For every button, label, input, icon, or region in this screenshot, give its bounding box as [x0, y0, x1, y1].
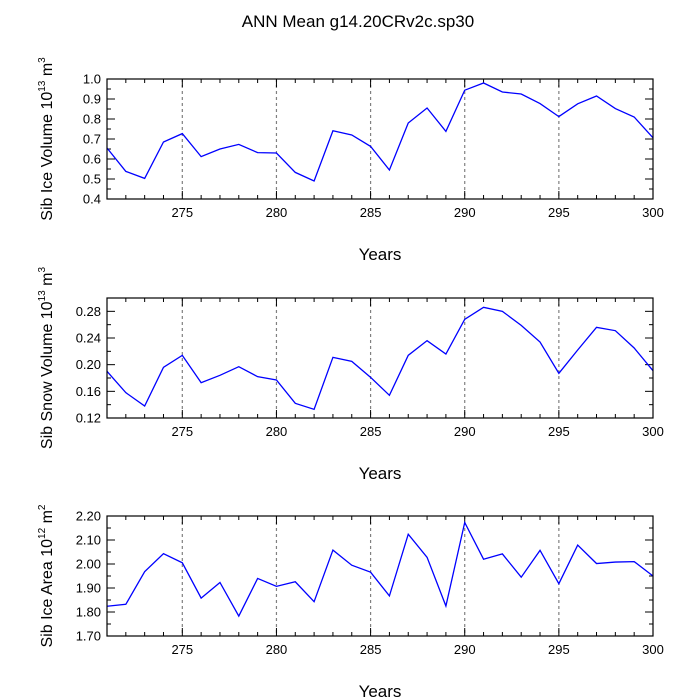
y-tick-label: 0.16 [76, 384, 101, 399]
y-tick-label: 1.90 [76, 581, 101, 596]
y-tick-label: 0.9 [83, 92, 101, 107]
plot-frame [106, 297, 654, 419]
series-line [106, 82, 654, 182]
x-axis-label: Years [359, 682, 402, 698]
y-tick-label: 0.8 [83, 112, 101, 127]
x-tick-label: 275 [171, 424, 193, 439]
x-tick-label: 280 [266, 205, 288, 220]
y-tick-label: 1.70 [76, 629, 101, 644]
panel-2: 275 280 285 290 295 300 0.12 0.16 0.20 0.24 0.28 Ye… [37, 267, 664, 484]
panel-1: 275 280 285 290 295 300 0.4 0.5 0.6 0.7 0.8 0.9 1.0 Y… [37, 57, 664, 264]
x-tick-label: 295 [548, 424, 570, 439]
y-tick-label: 1.80 [76, 605, 101, 620]
y-tick-label: 2.00 [76, 557, 101, 572]
panel-3: 275 280 285 290 295 300 1.70 1.80 1.90 2.00 2.10 2.… [37, 504, 664, 698]
x-tick-label: 285 [360, 205, 382, 220]
x-tick-label: 290 [454, 205, 476, 220]
y-axis-label: Sib Snow Volume 1013 m3 [37, 267, 56, 450]
x-tick-label: 280 [266, 642, 288, 657]
y-tick-label: 0.4 [83, 192, 101, 207]
x-tick-label: 285 [360, 424, 382, 439]
x-tick-label: 300 [642, 642, 664, 657]
x-tick-label: 275 [171, 642, 193, 657]
x-tick-label: 295 [548, 642, 570, 657]
y-tick-label: 0.20 [76, 357, 101, 372]
y-tick-label: 0.5 [83, 172, 101, 187]
y-tick-label: 0.7 [83, 132, 101, 147]
x-tick-label: 300 [642, 205, 664, 220]
y-tick-label: 1.0 [83, 72, 101, 87]
plot-frame [106, 515, 654, 637]
y-tick-label: 2.10 [76, 533, 101, 548]
series-line [106, 520, 654, 618]
y-tick-label: 0.24 [76, 331, 101, 346]
x-tick-label: 275 [171, 205, 193, 220]
y-tick-label: 0.12 [76, 411, 101, 426]
x-tick-label: 295 [548, 205, 570, 220]
x-tick-label: 300 [642, 424, 664, 439]
y-tick-label: 0.28 [76, 304, 101, 319]
x-tick-label: 290 [454, 424, 476, 439]
plot-frame [106, 78, 654, 200]
x-tick-label: 290 [454, 642, 476, 657]
y-axis-label: Sib Ice Volume 1013 m3 [37, 57, 56, 221]
x-tick-label: 285 [360, 642, 382, 657]
y-tick-label: 2.20 [76, 509, 101, 524]
x-tick-label: 280 [266, 424, 288, 439]
chart-title: ANN Mean g14.20CRv2c.sp30 [242, 12, 474, 31]
x-axis-label: Years [359, 464, 402, 483]
y-tick-label: 0.6 [83, 152, 101, 167]
y-axis-label: Sib Ice Area 1012 m2 [37, 504, 56, 647]
series-line [106, 306, 654, 411]
x-axis-label: Years [359, 245, 402, 264]
